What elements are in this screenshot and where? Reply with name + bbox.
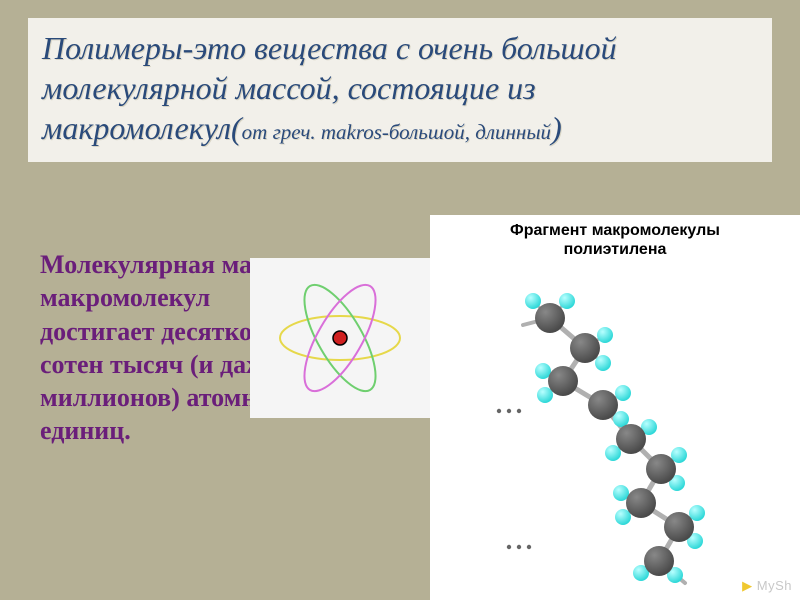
- title-close-paren: ): [551, 110, 562, 146]
- slide: Полимеры-это вещества с очень большой мо…: [0, 0, 800, 600]
- molecule-caption-line2: полиэтилена: [564, 241, 667, 258]
- polymer-diagram: [445, 263, 785, 598]
- molecule-caption-line1: Фрагмент макромолекулы: [510, 222, 720, 239]
- molecule-caption: Фрагмент макромолекулы полиэтилена: [430, 221, 800, 259]
- watermark: ▶ MySh: [742, 578, 792, 594]
- molecule-panel: Фрагмент макромолекулы полиэтилена: [430, 215, 800, 600]
- atom-icon: [250, 258, 430, 418]
- title-panel: Полимеры-это вещества с очень большой мо…: [28, 18, 772, 162]
- title-sub-text: от греч. makros-большой, длинный: [242, 120, 551, 144]
